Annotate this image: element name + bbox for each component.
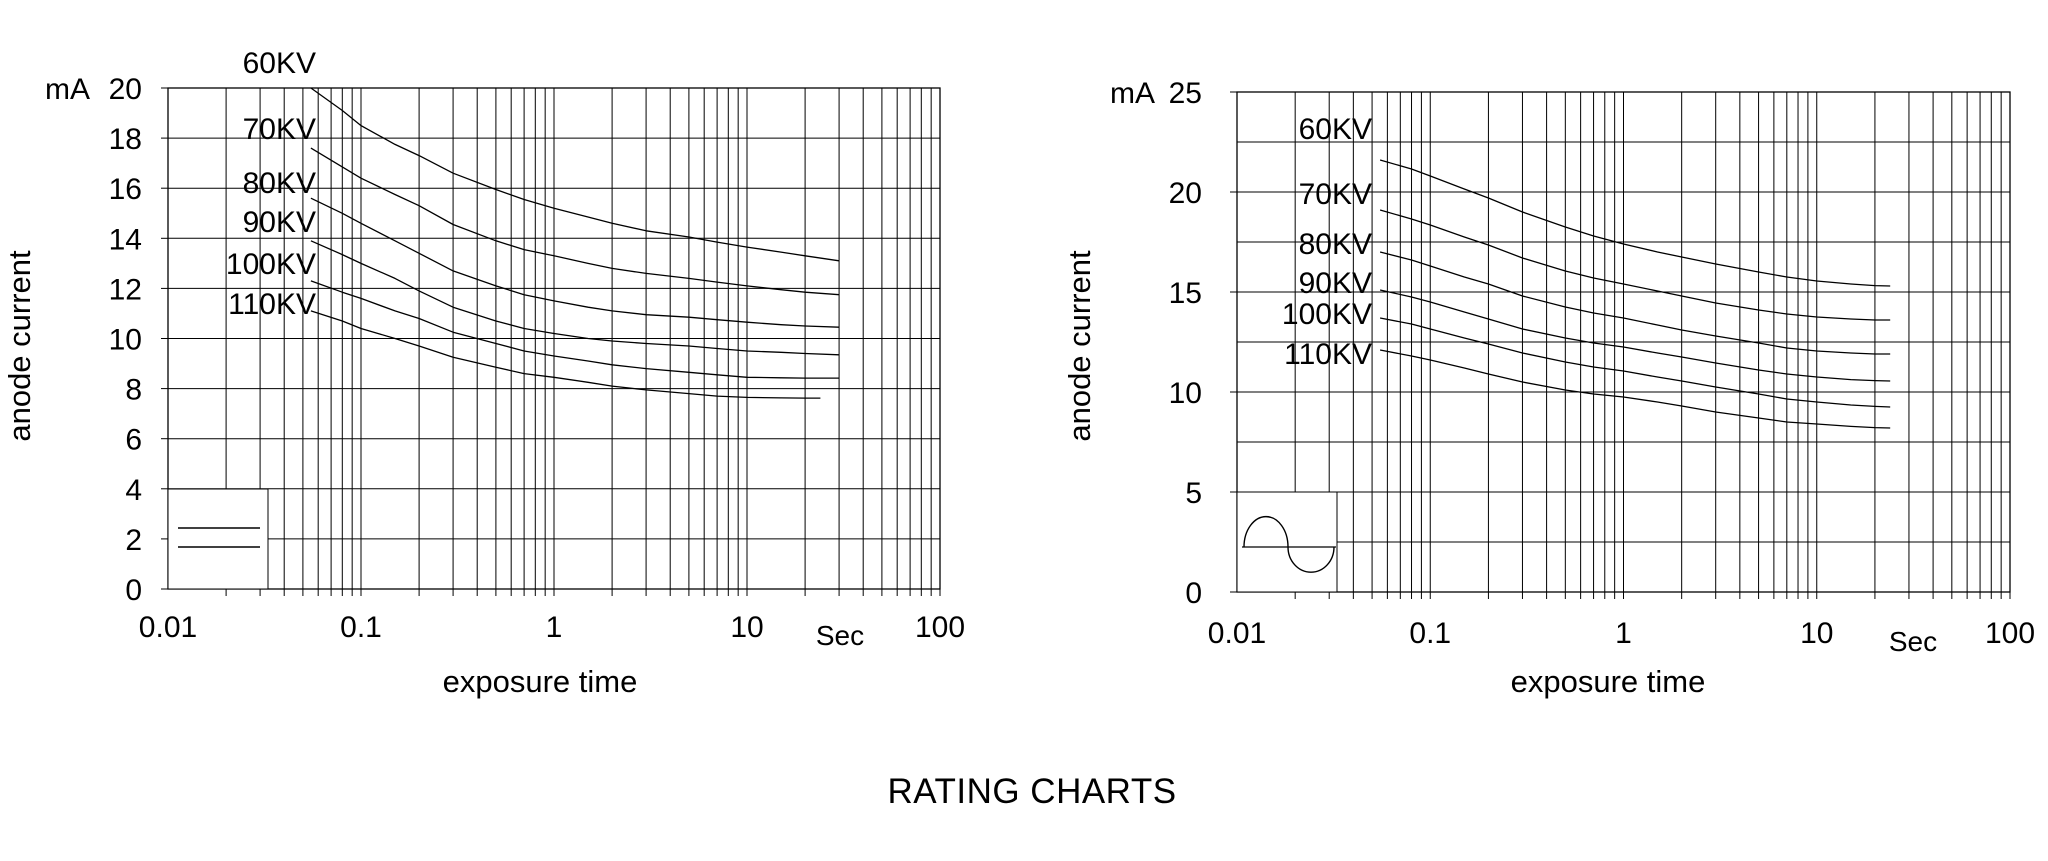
x-tick-label: 10 <box>1800 617 1833 650</box>
curve-90kv <box>1379 289 1891 382</box>
curve-110kv <box>1379 349 1891 429</box>
y-tick-label: 10 <box>109 324 142 357</box>
curve-label-110kv: 110KV <box>228 288 316 321</box>
curve-label-90kv: 90KV <box>1299 267 1372 300</box>
legend-box <box>167 488 269 590</box>
y-tick-label: 4 <box>125 474 142 507</box>
x-tick-label: 0.01 <box>1208 617 1266 650</box>
x-tick-label: 10 <box>730 611 763 644</box>
y-tick-label: 18 <box>109 123 142 156</box>
y-tick-label: 15 <box>1169 277 1202 310</box>
x-axis-title: exposure time <box>443 664 638 699</box>
chart-constant-potential: 60KV 70KV 80KV 90KV 100KV 110KV 0 2 4 6 8 10 12 14 16 1… <box>2 47 965 699</box>
y-tick-label: 20 <box>109 73 142 106</box>
curve-label-60kv: 60KV <box>243 47 316 80</box>
page-title: RATING CHARTS <box>887 772 1177 811</box>
x-tick-label: 100 <box>1985 617 2035 650</box>
y-tick-label: 20 <box>1169 177 1202 210</box>
dc-lines-icon <box>178 527 260 548</box>
curve-90kv <box>310 240 840 356</box>
ac-sine-wave <box>1243 516 1335 573</box>
y-tick-label: 16 <box>109 173 142 206</box>
x-tick-label: 0.1 <box>340 611 382 644</box>
y-tick-label: 0 <box>1185 577 1202 610</box>
plot-border <box>1236 91 2011 593</box>
y-tick-label: 2 <box>125 524 142 557</box>
curve-60kv <box>1379 159 1891 287</box>
x-axis-title: exposure time <box>1511 664 1706 699</box>
curve-100kv <box>1379 317 1891 408</box>
ac-sine-icon <box>1242 516 1336 573</box>
curve-label-70kv: 70KV <box>1299 178 1372 211</box>
curve-70kv <box>1379 209 1891 321</box>
y-tick-label: 14 <box>109 223 142 256</box>
curve-label-60kv: 60KV <box>1299 113 1372 146</box>
curve-label-80kv: 80KV <box>243 167 316 200</box>
y-axis-title: anode current <box>2 250 37 442</box>
y-axis-unit-label: mA <box>1110 77 1155 110</box>
curve-110kv <box>310 310 821 399</box>
curve-60kv <box>310 87 840 262</box>
curve-label-110kv: 110KV <box>1284 338 1372 371</box>
curve-70kv <box>310 147 840 296</box>
curve-label-80kv: 80KV <box>1299 228 1372 261</box>
curve-80kv <box>1379 251 1891 355</box>
legend-box <box>1236 491 1338 593</box>
x-axis-unit-label: Sec <box>816 620 864 651</box>
curve-label-100kv: 100KV <box>226 248 316 281</box>
y-tick-label: 12 <box>109 273 142 306</box>
curve-100kv <box>310 280 840 379</box>
y-tick-label: 5 <box>1185 477 1202 510</box>
plot-border <box>167 87 941 590</box>
curve-label-70kv: 70KV <box>243 113 316 146</box>
x-tick-label: 1 <box>546 611 563 644</box>
x-tick-label: 0.01 <box>139 611 197 644</box>
y-tick-label: 25 <box>1169 77 1202 110</box>
y-tick-label: 6 <box>125 424 142 457</box>
y-tick-label: 10 <box>1169 377 1202 410</box>
y-tick-label: 0 <box>125 574 142 607</box>
y-axis-unit-label: mA <box>45 73 90 106</box>
curve-label-90kv: 90KV <box>243 206 316 239</box>
x-axis-unit-label: Sec <box>1889 626 1937 657</box>
x-tick-label: 1 <box>1615 617 1632 650</box>
x-tick-label: 0.1 <box>1409 617 1451 650</box>
x-tick-label: 100 <box>915 611 965 644</box>
curve-80kv <box>310 197 840 328</box>
y-tick-label: 8 <box>125 374 142 407</box>
y-axis-title: anode current <box>1062 250 1097 442</box>
curve-label-100kv: 100KV <box>1282 298 1372 331</box>
